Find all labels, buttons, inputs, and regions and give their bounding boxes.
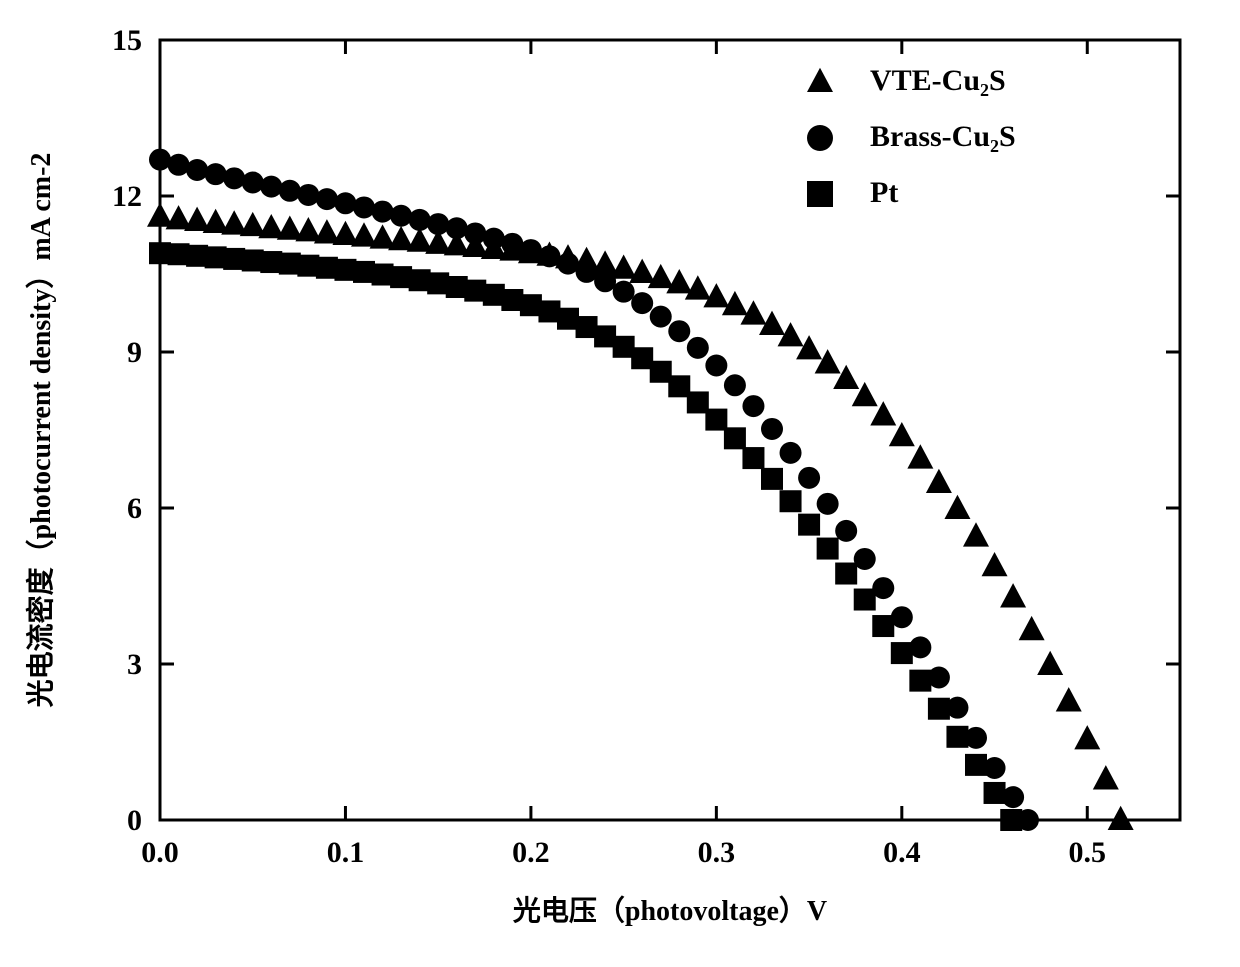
legend-label: Pt (870, 176, 898, 209)
marker-square (761, 468, 783, 490)
marker-circle (742, 395, 764, 417)
x-tick-label: 0.5 (1069, 836, 1107, 869)
marker-square (742, 447, 764, 469)
marker-square (817, 538, 839, 560)
marker-circle (761, 418, 783, 440)
marker-circle (724, 374, 746, 396)
marker-circle (798, 467, 820, 489)
legend-label: Brass-Cu₂S (870, 120, 1016, 153)
y-axis-label: 光电流密度（photocurrent density）mA cm-2 (24, 153, 57, 709)
y-tick-label: 6 (127, 492, 142, 525)
marker-square (724, 427, 746, 449)
x-axis-label: 光电压（photovoltage）V (512, 894, 827, 927)
marker-circle (650, 306, 672, 328)
marker-circle (409, 209, 431, 231)
marker-square (984, 782, 1006, 804)
marker-circle (427, 213, 449, 235)
marker-circle (297, 184, 319, 206)
marker-circle (613, 281, 635, 303)
marker-circle (223, 167, 245, 189)
marker-square (1000, 809, 1022, 831)
marker-circle (668, 320, 690, 342)
marker-square (965, 754, 987, 776)
x-tick-label: 0.3 (698, 836, 736, 869)
x-tick-label: 0.2 (512, 836, 550, 869)
marker-circle (446, 217, 468, 239)
x-tick-label: 0.1 (327, 836, 365, 869)
marker-circle (817, 493, 839, 515)
marker-square (835, 563, 857, 585)
y-tick-label: 9 (127, 336, 142, 369)
marker-square (798, 514, 820, 536)
marker-circle (279, 180, 301, 202)
y-tick-label: 15 (112, 24, 142, 57)
marker-circle (631, 292, 653, 314)
y-tick-label: 12 (112, 180, 142, 213)
marker-square (854, 589, 876, 611)
marker-circle (205, 163, 227, 185)
marker-circle (334, 192, 356, 214)
chart-container: 0.0 0.1 0.2 0.3 0.4 0.5 0 3 6 9 12 15 光电压（photovolta… (0, 0, 1240, 967)
marker-circle (594, 270, 616, 292)
marker-circle (687, 337, 709, 359)
y-tick-label: 0 (127, 804, 142, 837)
marker-square (872, 615, 894, 637)
y-tick-label: 3 (127, 648, 142, 681)
marker-square (891, 642, 913, 664)
marker-circle (390, 205, 412, 227)
marker-square (780, 490, 802, 512)
marker-circle (705, 355, 727, 377)
marker-square (705, 409, 727, 431)
marker-circle (242, 171, 264, 193)
marker-circle (353, 196, 375, 218)
jv-curve-chart: 0.0 0.1 0.2 0.3 0.4 0.5 0 3 6 9 12 15 光电压（photovolta… (0, 0, 1240, 967)
x-tick-label: 0.0 (141, 836, 179, 869)
marker-circle (149, 149, 171, 171)
marker-circle (464, 222, 486, 244)
marker-square (928, 698, 950, 720)
marker-square (909, 670, 931, 692)
chart-bg (0, 0, 1240, 967)
marker-circle (186, 159, 208, 181)
marker-circle (168, 154, 190, 176)
legend-label: VTE-Cu₂S (870, 64, 1006, 97)
x-tick-label: 0.4 (883, 836, 921, 869)
marker-circle (780, 442, 802, 464)
marker-square (807, 181, 833, 207)
marker-circle (316, 188, 338, 210)
marker-square (946, 726, 968, 748)
marker-circle (807, 125, 833, 151)
marker-circle (372, 201, 394, 223)
marker-circle (260, 176, 282, 198)
marker-circle (483, 228, 505, 250)
